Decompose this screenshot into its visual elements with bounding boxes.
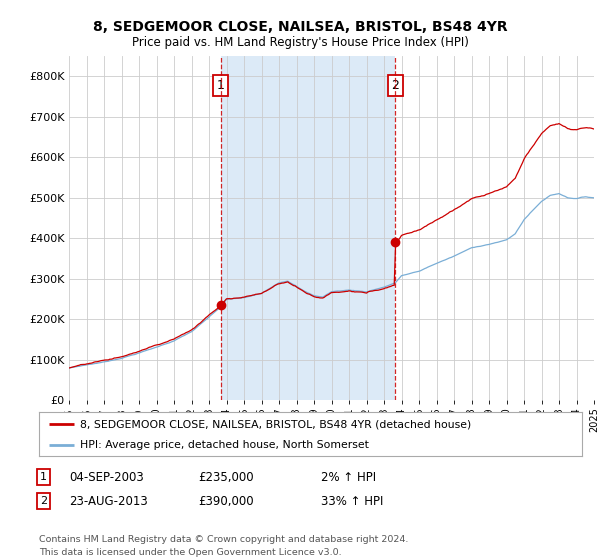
Text: 2% ↑ HPI: 2% ↑ HPI	[321, 470, 376, 484]
Text: 8, SEDGEMOOR CLOSE, NAILSEA, BRISTOL, BS48 4YR (detached house): 8, SEDGEMOOR CLOSE, NAILSEA, BRISTOL, BS…	[80, 419, 471, 429]
Text: Price paid vs. HM Land Registry's House Price Index (HPI): Price paid vs. HM Land Registry's House …	[131, 36, 469, 49]
Text: 8, SEDGEMOOR CLOSE, NAILSEA, BRISTOL, BS48 4YR: 8, SEDGEMOOR CLOSE, NAILSEA, BRISTOL, BS…	[92, 20, 508, 34]
Text: 33% ↑ HPI: 33% ↑ HPI	[321, 494, 383, 508]
Text: 04-SEP-2003: 04-SEP-2003	[69, 470, 144, 484]
Text: £235,000: £235,000	[198, 470, 254, 484]
Text: £390,000: £390,000	[198, 494, 254, 508]
Bar	[221, 56, 395, 400]
Text: Contains HM Land Registry data © Crown copyright and database right 2024.
This d: Contains HM Land Registry data © Crown c…	[39, 535, 409, 557]
Text: 1: 1	[40, 472, 47, 482]
Text: 1: 1	[217, 79, 224, 92]
Text: 23-AUG-2013: 23-AUG-2013	[69, 494, 148, 508]
Text: HPI: Average price, detached house, North Somerset: HPI: Average price, detached house, Nort…	[80, 440, 368, 450]
Text: 2: 2	[391, 79, 399, 92]
Text: 2: 2	[40, 496, 47, 506]
